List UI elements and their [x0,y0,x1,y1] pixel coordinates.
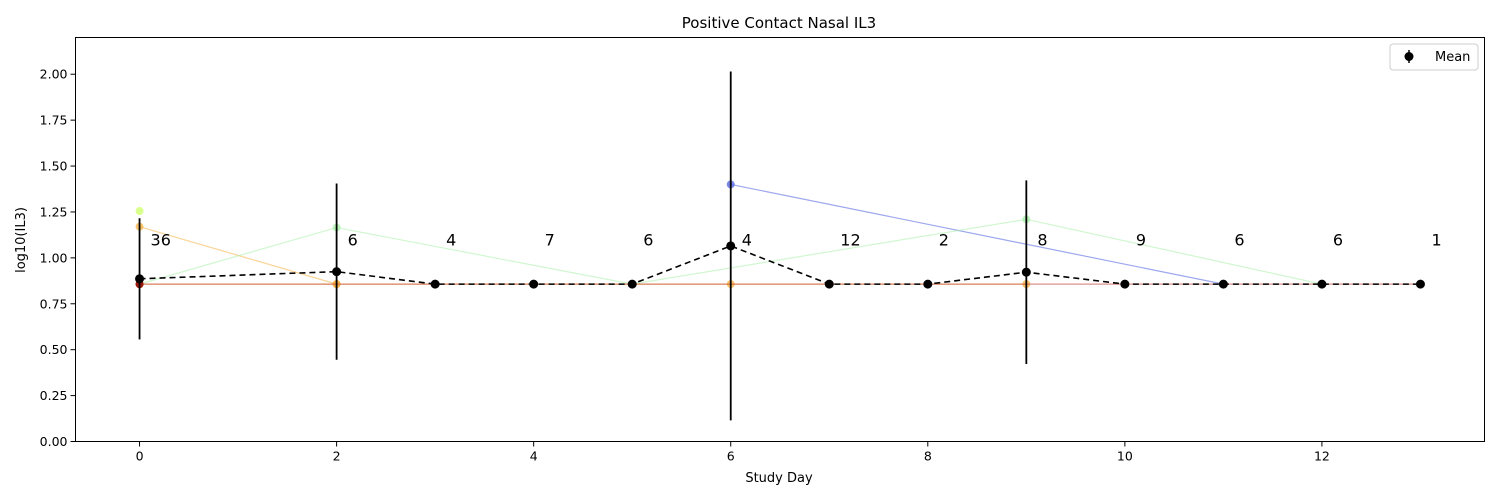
axes: 0 2 4 6 8 10 12 0.00 0.25 0.50 0.75 1.00 1.25 1.50 1.7… [40,67,1330,464]
y-tick-label-6: 1.50 [40,159,68,174]
count-label-6: 12 [840,231,860,250]
mean-line [139,245,1421,285]
y-tick-label-2: 0.50 [40,342,68,357]
x-tick-label-1: 2 [333,449,341,464]
mean-point-12 [1415,279,1425,289]
mean-point-7 [923,279,933,289]
legend-box [1389,43,1479,71]
mean-point-0 [135,274,145,284]
count-label-9: 9 [1136,231,1146,250]
count-label-7: 2 [939,231,949,250]
chart-title: Positive Contact Nasal IL3 [682,14,876,32]
mean-point-6 [824,279,834,289]
y-tick-label-3: 0.75 [40,296,68,311]
x-tick-label-0: 0 [136,449,144,464]
x-tick-label-5: 10 [1117,449,1133,464]
count-label-4: 6 [643,231,653,250]
count-label-8: 8 [1037,231,1047,250]
mean-point-9 [1120,279,1130,289]
count-label-11: 6 [1333,231,1343,250]
count-label-10: 6 [1234,231,1244,250]
subject-point-1-0 [135,207,144,216]
x-tick-label-3: 6 [727,449,735,464]
mean-point-10 [1218,279,1228,289]
legend-mean-marker [1404,52,1414,61]
legend-mean-label: Mean [1435,50,1470,65]
mean-point-5 [726,241,736,251]
mean-point-2 [430,279,440,289]
x-tick-label-4: 8 [924,449,932,464]
y-tick-label-7: 1.75 [40,113,68,128]
y-axis-label: log10(IL3) [14,207,29,273]
subject-line-3 [730,183,1224,285]
subject-line-4 [632,218,1323,285]
mean-point-8 [1021,267,1031,277]
mean-point-3 [529,279,539,289]
x-axis-label: Study Day [745,471,813,486]
mean-point-1 [332,267,342,277]
y-tick-label-1: 0.25 [40,388,68,403]
y-tick-label-4: 1.00 [40,250,68,265]
y-tick-label-5: 1.25 [40,204,68,219]
plot-area: 36 6 4 7 6 4 12 2 8 9 6 6 1 [135,71,1442,421]
mean-point-4 [627,279,637,289]
count-label-0: 36 [151,231,171,250]
y-tick-label-8: 2.00 [40,67,68,82]
y-tick-label-0: 0.00 [40,434,68,449]
count-label-12: 1 [1431,231,1441,250]
x-tick-label-2: 4 [530,449,538,464]
count-label-5: 4 [742,231,752,250]
legend: Mean [1389,43,1479,71]
count-label-2: 4 [446,231,456,250]
x-tick-label-6: 12 [1314,449,1330,464]
plot-frame [75,37,1485,442]
mean-point-11 [1317,279,1327,289]
count-label-1: 6 [348,231,358,250]
count-label-3: 7 [545,231,555,250]
